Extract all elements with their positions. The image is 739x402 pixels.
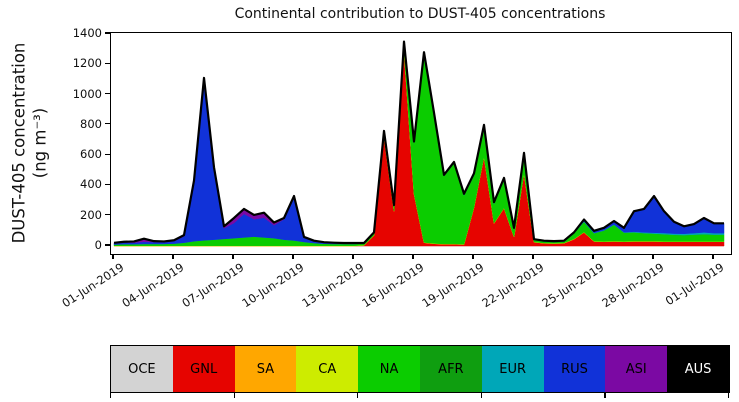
y-tick-mark <box>105 92 110 95</box>
y-tick-label-200: 200 <box>80 207 102 222</box>
x-tick-mark <box>652 254 654 259</box>
x-tick-mark <box>412 254 414 259</box>
y-tick-mark <box>105 153 110 155</box>
y-axis-label-line2: (ng m⁻³) <box>30 107 49 179</box>
x-tick-mark <box>172 254 174 259</box>
legend-entry-NA: NA <box>358 346 420 392</box>
x-tick-label-28-Jun-2019: 28-Jun-2019 <box>599 260 667 311</box>
y-axis-label-line1: DUST-405 concentration <box>9 42 29 244</box>
y-tick-label-600: 600 <box>80 147 102 162</box>
y-tick-mark <box>105 214 110 216</box>
x-tick-label-16-Jun-2019: 16-Jun-2019 <box>359 260 427 311</box>
y-tick-mark <box>105 32 110 34</box>
legend-entry-GNL: GNL <box>172 346 235 392</box>
y-tick-label-800: 800 <box>80 116 102 131</box>
x-tick-mark <box>712 254 714 259</box>
legend: OCE GNL SA CA NA AFR EUR RUS ASI AUS <box>110 345 730 393</box>
stacked-area-chart <box>113 40 725 247</box>
legend-entry-SA: SA <box>234 346 297 392</box>
y-tick-label-1400: 1400 <box>72 26 102 40</box>
x-tick-label-01-Jul-2019: 01-Jul-2019 <box>663 260 727 309</box>
plot-area <box>110 32 732 255</box>
y-tick-label-0: 0 <box>94 238 102 252</box>
y-axis-label: DUST-405 concentration (ng m⁻³) <box>9 43 50 244</box>
y-tick-label-1000: 1000 <box>72 86 102 101</box>
x-tick-mark <box>112 254 114 259</box>
legend-tick-mark <box>233 392 235 398</box>
y-tick-mark <box>105 183 110 186</box>
legend-tick-mark <box>357 392 359 398</box>
y-tick-mark <box>105 62 110 64</box>
x-tick-label-10-Jun-2019: 10-Jun-2019 <box>239 260 307 311</box>
legend-entry-CA: CA <box>296 346 359 392</box>
y-tick-mark <box>105 123 110 125</box>
x-tick-label-07-Jun-2019: 07-Jun-2019 <box>179 260 247 311</box>
legend-entry-AFR: AFR <box>419 346 482 392</box>
x-tick-label-19-Jun-2019: 19-Jun-2019 <box>419 260 487 311</box>
legend-entry-EUR: EUR <box>481 346 544 392</box>
x-tick-label-13-Jun-2019: 13-Jun-2019 <box>299 260 367 311</box>
legend-tick-mark <box>110 392 112 398</box>
total-outline <box>113 40 724 245</box>
legend-entry-ASI: ASI <box>605 346 668 392</box>
y-tick-mark <box>105 244 110 246</box>
chart-title: Continental contribution to DUST-405 con… <box>234 6 606 22</box>
x-tick-mark <box>352 254 354 259</box>
x-tick-label-04-Jun-2019: 04-Jun-2019 <box>119 260 187 311</box>
x-tick-label-01-Jun-2019: 01-Jun-2019 <box>59 260 127 311</box>
y-tick-label-1200: 1200 <box>72 56 102 71</box>
x-tick-label-25-Jun-2019: 25-Jun-2019 <box>539 260 607 311</box>
legend-tick-mark <box>604 392 606 398</box>
legend-entry-OCE: OCE <box>111 346 173 392</box>
legend-tick-mark <box>480 392 482 398</box>
y-tick-label-400: 400 <box>80 177 102 192</box>
x-tick-mark <box>292 254 294 259</box>
x-tick-mark <box>592 254 594 259</box>
x-tick-mark <box>532 254 534 259</box>
legend-entry-AUS: AUS <box>667 346 729 392</box>
x-tick-label-22-Jun-2019: 22-Jun-2019 <box>479 260 547 311</box>
legend-entry-RUS: RUS <box>543 346 606 392</box>
x-tick-mark <box>232 254 234 259</box>
legend-tick-mark <box>727 392 729 398</box>
x-tick-mark <box>472 254 474 259</box>
